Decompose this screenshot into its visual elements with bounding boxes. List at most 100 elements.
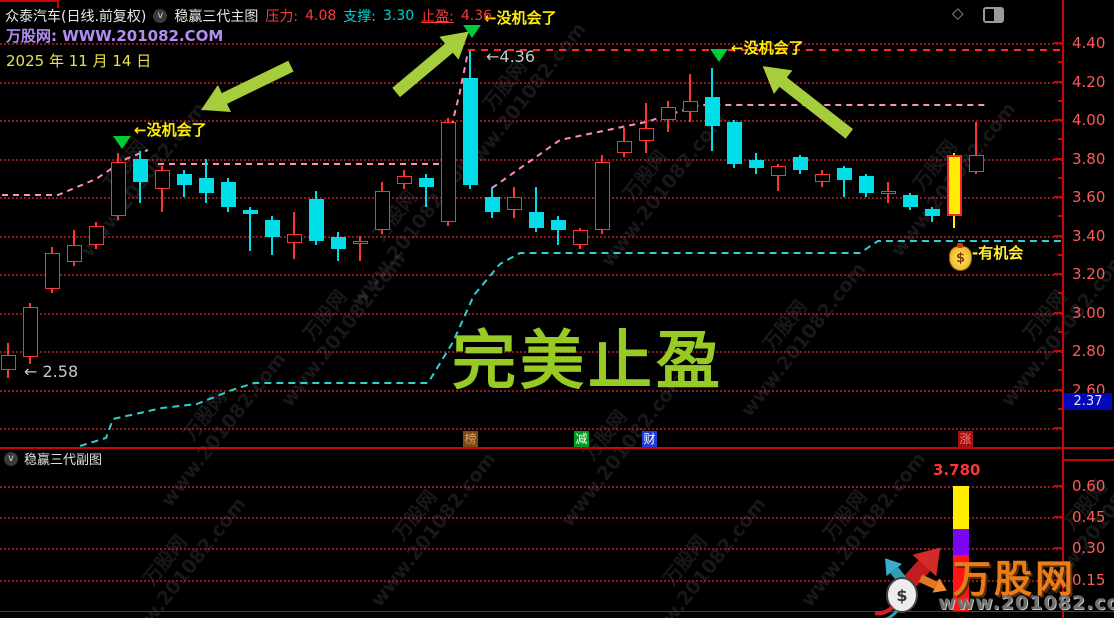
- axis-tick: [1058, 176, 1062, 179]
- price-axis-label: 4.40: [1072, 34, 1106, 52]
- candle: [793, 156, 808, 171]
- candle: [331, 237, 346, 249]
- sell-signal-triangle-icon: [463, 25, 481, 38]
- candle: [595, 162, 610, 230]
- axis-tick: [1058, 292, 1062, 295]
- sub-axis-label: 0.45: [1072, 507, 1106, 526]
- date-label: 2025 年 11 月 14 日: [6, 52, 152, 70]
- candle: [683, 100, 698, 113]
- candle-wick: [535, 187, 537, 232]
- indicator-dropdown-icon[interactable]: v: [153, 9, 168, 23]
- event-tag: 涨: [958, 431, 973, 447]
- support-label: 支撑:: [343, 9, 376, 25]
- candle: [221, 181, 236, 207]
- candle: [419, 177, 434, 188]
- price-gridline: [0, 428, 1062, 430]
- price-gridline: [0, 81, 1062, 84]
- candle-wick: [249, 206, 251, 251]
- axis-tick: [1058, 61, 1062, 64]
- candle: [243, 210, 258, 215]
- candle-wick: [777, 164, 779, 192]
- candle: [67, 245, 82, 263]
- candle: [859, 175, 874, 194]
- sub-indicator-dropdown-icon[interactable]: v: [4, 451, 18, 466]
- peak-price-label: ←4.36: [486, 47, 536, 66]
- sell-signal-triangle-icon: [113, 136, 131, 149]
- candle-wick: [689, 73, 691, 122]
- candle: [177, 173, 192, 186]
- sub-axis-label: 0.30: [1072, 539, 1106, 558]
- chart-header: 众泰汽车(日线.前复权) v 稳赢三代主图 压力: 4.08 支撑: 3.30 …: [5, 6, 492, 26]
- axis-tick: [1054, 42, 1062, 44]
- restore-window-icon[interactable]: ◇: [952, 4, 964, 22]
- candle: [771, 166, 786, 176]
- pressure-stop-line: [2, 149, 149, 196]
- price-axis-label: 3.60: [1072, 188, 1106, 206]
- sub-gridline: [0, 516, 1062, 519]
- candle: [353, 241, 368, 245]
- sub-axis-tick: [1054, 547, 1062, 550]
- price-gridline: [0, 389, 1062, 392]
- candle: [155, 170, 170, 190]
- candle: [265, 220, 280, 238]
- price-axis-label: 4.00: [1072, 111, 1106, 129]
- sub-axis-label: 0.15: [1072, 570, 1106, 589]
- sub-indicator-name[interactable]: 稳赢三代副图: [24, 453, 103, 468]
- candle: [441, 121, 456, 223]
- top-corner-line: [0, 0, 58, 2]
- candle: [485, 197, 500, 213]
- candle: [199, 177, 214, 194]
- money-bag-icon: $: [949, 243, 972, 271]
- axis-tick: [1054, 427, 1062, 429]
- event-tag: 减: [574, 431, 589, 447]
- site-logo: $: [874, 547, 947, 618]
- candle: [617, 141, 632, 153]
- sub-histogram-segment: [953, 529, 969, 555]
- price-gridline: [0, 120, 1062, 122]
- price-gridline: [0, 43, 1062, 45]
- sub-bar-value-label: 3.780: [933, 460, 981, 479]
- price-gridline: [0, 351, 1062, 353]
- candle: [309, 198, 324, 242]
- support-line: [79, 240, 1062, 447]
- candle-wick: [975, 121, 977, 174]
- candle: [287, 233, 302, 244]
- candle: [23, 306, 38, 357]
- no-chance-label: ←没机会了: [731, 39, 804, 57]
- sub-chart-header: v 稳赢三代副图: [4, 449, 102, 468]
- axis-tick: [1058, 369, 1062, 372]
- candle: [881, 191, 896, 195]
- price-gridline: [0, 197, 1062, 199]
- axis-tick: [1054, 157, 1062, 160]
- perfect-take-profit-caption: 完美止盈: [452, 325, 724, 399]
- candle: [397, 175, 412, 184]
- logo-url-text: www.201082.com: [938, 592, 1114, 614]
- no-chance-label: ←没机会了: [134, 121, 207, 139]
- candle: [375, 191, 390, 230]
- axis-tick: [1058, 407, 1062, 410]
- axis-tick: [1054, 80, 1062, 83]
- candle-wick: [843, 166, 845, 197]
- event-tag: 财: [642, 431, 657, 447]
- sub-histogram-segment: [953, 554, 969, 611]
- axis-tick: [1054, 196, 1062, 198]
- main-indicator-name[interactable]: 稳赢三代主图: [174, 9, 259, 25]
- price-axis-label: 3.00: [1072, 303, 1106, 322]
- top-corner-tick: [57, 0, 59, 8]
- logo-orange-arrow: [918, 574, 947, 593]
- logo-brand-text: 万股网: [953, 557, 1077, 601]
- split-view-icon[interactable]: [983, 7, 1004, 23]
- take-profit-value: 4.36: [460, 8, 493, 24]
- sub-gridline: [0, 548, 1062, 551]
- take-profit-label: 止盈:: [421, 9, 454, 25]
- candle: [507, 197, 522, 211]
- sub-bottom-line: [0, 611, 1114, 612]
- candle: [639, 127, 654, 142]
- candle: [749, 160, 764, 169]
- no-chance-label: ←没机会了: [484, 9, 557, 27]
- support-value: 3.30: [382, 8, 415, 24]
- price-axis-label: 2.80: [1072, 342, 1106, 360]
- candle: [661, 106, 676, 120]
- axis-tick: [1058, 138, 1062, 141]
